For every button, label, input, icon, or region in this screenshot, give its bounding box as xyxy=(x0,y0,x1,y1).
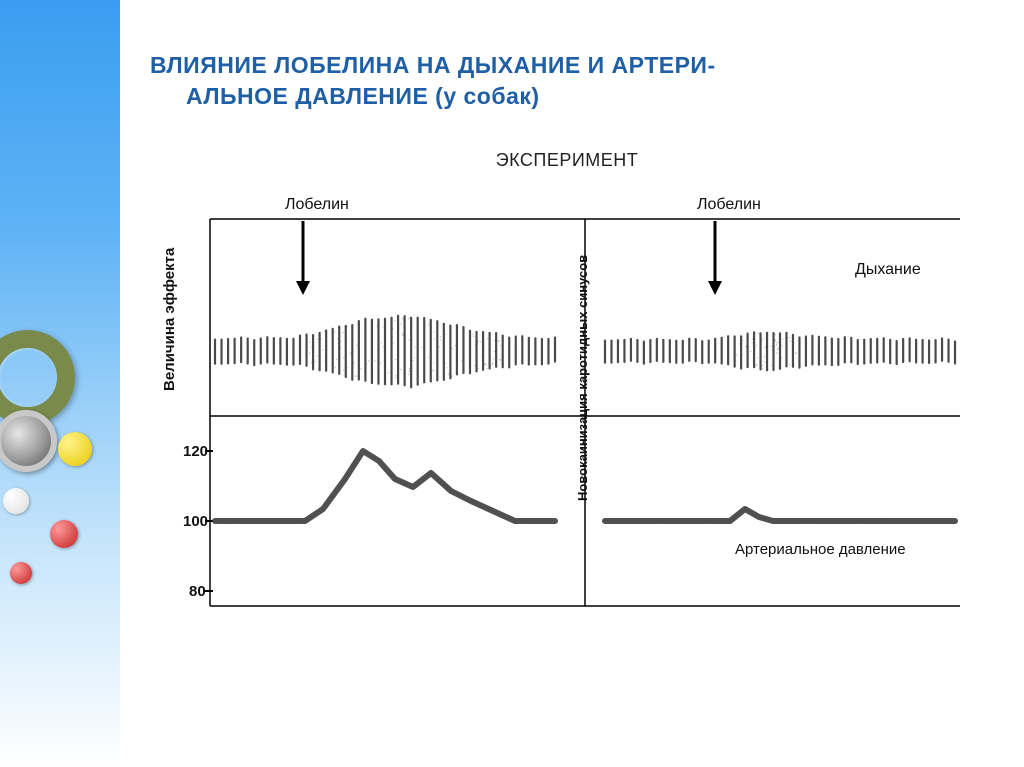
experiment-figure: Величина эффекта Новокаинизация каротидн… xyxy=(155,191,975,621)
mid-vertical-label: Новокаинизация каротидных синусов xyxy=(575,255,590,501)
stethoscope-head-decoration xyxy=(0,410,57,472)
left-arrow-label: Лобелин xyxy=(285,196,349,214)
yellow-ball-decoration xyxy=(58,432,92,466)
y-axis-label: Величина эффекта xyxy=(161,248,178,391)
decorative-sidebar xyxy=(0,0,120,767)
title-line1: ВЛИЯНИЕ ЛОБЕЛИНА НА ДЫХАНИЕ И АРТЕРИ- xyxy=(150,52,716,78)
respiration-text-label: Дыхание xyxy=(855,261,921,279)
right-arrow-label: Лобелин xyxy=(697,196,761,214)
red-ball-decoration xyxy=(50,520,78,548)
title-line2: АЛЬНОЕ ДАВЛЕНИЕ (у собак) xyxy=(150,81,984,112)
ring-decoration xyxy=(0,330,75,425)
slide-subtitle: ЭКСПЕРИМЕНТ xyxy=(150,150,984,171)
slide-title: ВЛИЯНИЕ ЛОБЕЛИНА НА ДЫХАНИЕ И АРТЕРИ- АЛ… xyxy=(150,50,984,112)
white-ball-decoration xyxy=(3,488,29,514)
ytick-100: 100 xyxy=(183,513,208,530)
ytick-120: 120 xyxy=(183,443,208,460)
red-ball-small-decoration xyxy=(10,562,32,584)
slide-content: ВЛИЯНИЕ ЛОБЕЛИНА НА ДЫХАНИЕ И АРТЕРИ- АЛ… xyxy=(120,0,1024,767)
pressure-text-label: Артериальное давление xyxy=(735,541,906,558)
ytick-80: 80 xyxy=(189,583,206,600)
